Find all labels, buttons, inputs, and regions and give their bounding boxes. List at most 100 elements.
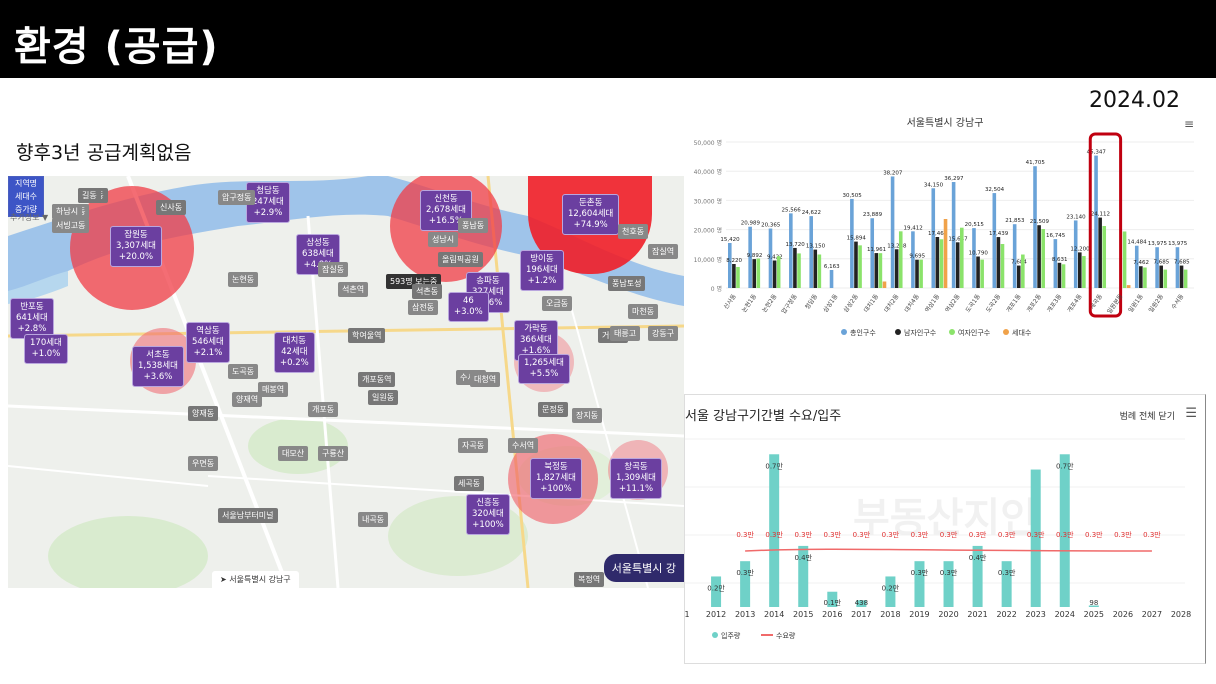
x-tick-label: 압구정동: [780, 292, 799, 315]
bar: [1082, 256, 1086, 288]
legend-label: 총인구수: [850, 328, 876, 337]
map-place-label: 매봉역: [258, 382, 289, 397]
data-label: 20,365: [761, 223, 781, 229]
district-tag[interactable]: 46 +3.0%: [448, 292, 489, 322]
district-tag[interactable]: 방이동 196세대 +1.2%: [520, 250, 564, 291]
map-place-label: 도곡동: [228, 364, 259, 379]
data-label: 7,685: [1174, 260, 1190, 266]
x-tick-label: 수서동: [1169, 292, 1185, 311]
legend-label: 세대수: [1012, 328, 1032, 337]
bar: [1037, 225, 1041, 288]
bar: [951, 182, 956, 288]
bar: [850, 198, 854, 288]
x-tick-label: 2015: [793, 610, 813, 619]
map-place-label: 풍납동: [458, 218, 489, 233]
district-tag[interactable]: 역삼동 546세대 +2.1%: [186, 322, 230, 363]
map-location[interactable]: ➤ 서울특별시 강남구: [212, 571, 299, 588]
data-label: 13,975: [1168, 241, 1188, 247]
supply-label: 0.4만: [969, 553, 987, 562]
x-tick-label: 청담동: [804, 293, 820, 311]
bar: [829, 270, 834, 288]
x-tick-label: 논현2동: [760, 292, 779, 314]
y-tick-label: 10,000 명: [694, 256, 722, 264]
map-place-label: 학여울역: [348, 328, 386, 343]
x-tick-label: 2013: [735, 610, 755, 619]
data-label: 20,515: [965, 222, 985, 228]
highlight-box: [1088, 132, 1123, 318]
supply-demand-svg: 부동산지인 1 2012 0.2만 2013 0.3만 0.3만 2014 0.7만 0.3만 20…: [685, 438, 1191, 640]
y-tick-label: 50,000 명: [694, 139, 722, 147]
region-select-button[interactable]: 서울특별시 강: [603, 554, 684, 582]
demand-label: 0.3만: [998, 530, 1016, 539]
legend-close-all-button[interactable]: 범례 전체 닫기: [1119, 412, 1175, 422]
supply-bar: [1001, 561, 1012, 607]
demand-label: 0.3만: [853, 530, 871, 539]
district-tag[interactable]: 둔촌동 12,604세대 +74.9%: [562, 194, 620, 235]
map-place-label: 일원동: [368, 390, 399, 405]
population-chart-svg: 서울특별시 강남구 ≡ 50,000 명 40,000 명 30,000 명 20,000…: [694, 117, 1194, 337]
map-place-label: 잠실역: [648, 244, 679, 259]
district-tag[interactable]: 잠원동 3,307세대 +20.0%: [110, 226, 162, 267]
bar: [1061, 264, 1066, 288]
legend-marker: [1003, 329, 1009, 335]
demand-label: 0.3만: [794, 530, 812, 539]
bar: [1057, 262, 1062, 288]
x-tick-label: 2024: [1055, 610, 1075, 619]
district-tag[interactable]: 신천동 2,678세대 +16.5%: [420, 190, 472, 231]
data-label: 8,631: [1052, 257, 1068, 263]
bar: [1179, 265, 1184, 288]
x-tick-label: 대치2동: [882, 292, 901, 314]
demand-label: 0.3만: [1143, 530, 1161, 539]
data-label: 8,220: [726, 258, 742, 264]
x-tick-label: 역삼1동: [923, 292, 942, 314]
bar: [898, 231, 903, 288]
district-tag[interactable]: 170세대 +1.0%: [24, 334, 68, 364]
map-place-label: 서빙고동: [52, 218, 90, 233]
data-label: 17,439: [989, 231, 1009, 237]
legend-marker: [712, 632, 718, 638]
demand-label: 0.3만: [940, 530, 958, 539]
supply-demand-chart: 서울 강남구기간별 수요/입주 범례 전체 닫기 ☰ 부동산지인 1 2012 0.2…: [684, 394, 1206, 664]
supply-label: 0.3만: [998, 568, 1016, 577]
supply-label: 0.4만: [794, 553, 812, 562]
y-tick-label: 0 명: [711, 285, 722, 293]
bar: [1159, 265, 1163, 288]
district-tag[interactable]: 북정동 1,827세대 +100%: [530, 458, 582, 499]
district-tag[interactable]: 창곡동 1,309세대 +11.1%: [610, 458, 662, 499]
district-tag[interactable]: 반포동 641세대 +2.8%: [10, 298, 54, 339]
legend-more-toggle[interactable]: 추가정보 ▼: [10, 213, 49, 222]
bar: [1000, 244, 1005, 288]
x-tick-label: 2019: [909, 610, 929, 619]
bar: [1163, 269, 1168, 288]
demand-label: 0.3만: [824, 530, 842, 539]
supply-bar: [1030, 469, 1041, 607]
map-place-label: 강동구: [648, 326, 679, 341]
bar: [797, 253, 801, 288]
legend-label: 수요량: [776, 632, 796, 640]
bar: [915, 259, 919, 288]
data-label: 16,745: [1046, 233, 1066, 239]
district-tag[interactable]: 신흥동 320세대 +100%: [466, 494, 510, 535]
map-place-label: 잠실동: [318, 262, 349, 277]
legend-marker: [895, 329, 901, 335]
bar: [1078, 252, 1082, 288]
district-tag[interactable]: 서초동 1,538세대 +3.6%: [132, 346, 184, 387]
bar: [882, 281, 887, 288]
map-place-label: 우면동: [188, 456, 219, 471]
bar: [768, 228, 773, 288]
district-tag[interactable]: 1,265세대 +5.5%: [518, 354, 570, 384]
bar: [1122, 231, 1127, 288]
data-label: 30,505: [843, 193, 863, 199]
chart-menu-icon[interactable]: ☰: [1185, 406, 1197, 421]
supply-map[interactable]: 지역명 세대수 증가량 추가정보 ▼ 청담동 247세대 +2.9% 잠원동 3,30…: [8, 176, 684, 588]
map-place-label: 길동: [78, 188, 101, 203]
bar: [854, 241, 858, 288]
x-tick-label: 2016: [822, 610, 842, 619]
data-label: 21,853: [1005, 218, 1025, 224]
demand-label: 0.3만: [736, 530, 754, 539]
supply-label: 0.3만: [911, 568, 929, 577]
district-tag[interactable]: 대치동 42세대 +0.2%: [274, 332, 315, 373]
map-place-label: 문정동: [538, 402, 569, 417]
x-tick-label: 도곡2동: [985, 293, 1003, 314]
